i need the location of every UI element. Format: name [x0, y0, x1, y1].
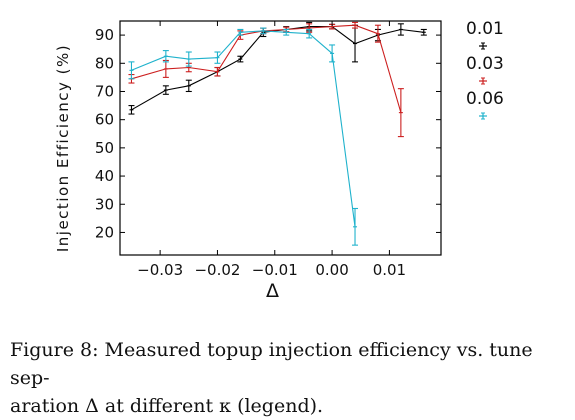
legend-label: 0.01 [466, 19, 504, 39]
x-tick-label: 0.00 [315, 261, 348, 279]
y-tick-label: 40 [95, 167, 114, 185]
y-axis-label: Injection Efficiency (%) [54, 44, 72, 252]
series-line [131, 24, 402, 113]
series-line [131, 30, 356, 227]
y-tick-label: 70 [95, 82, 114, 100]
y-tick-label: 90 [95, 26, 114, 44]
caption-line-1: Figure 8: Measured topup injection effic… [10, 339, 533, 389]
y-tick-label: 30 [95, 195, 114, 213]
legend-label: 0.06 [466, 89, 504, 109]
y-tick-label: 20 [95, 223, 114, 241]
x-tick-label: −0.03 [137, 261, 183, 279]
x-tick-label: −0.02 [194, 261, 240, 279]
legend-label: 0.03 [466, 54, 504, 74]
y-tick-label: 50 [95, 139, 114, 157]
caption-line-2: aration Δ at different κ (legend). [10, 395, 324, 417]
series-1 [128, 21, 404, 138]
y-tick-label: 80 [95, 54, 114, 72]
x-tick-label: −0.01 [252, 261, 298, 279]
x-tick-label: 0.01 [373, 261, 406, 279]
plot-frame [119, 20, 442, 256]
series-2 [128, 27, 359, 246]
x-axis-label: Δ [266, 280, 279, 302]
efficiency-chart: −0.03 −0.02 −0.01 0.00 0.01 20 30 40 50 60 70 80 90 Δ… [54, 19, 504, 302]
y-tick-label: 60 [95, 111, 114, 129]
figure-caption: Figure 8: Measured topup injection effic… [10, 336, 568, 420]
